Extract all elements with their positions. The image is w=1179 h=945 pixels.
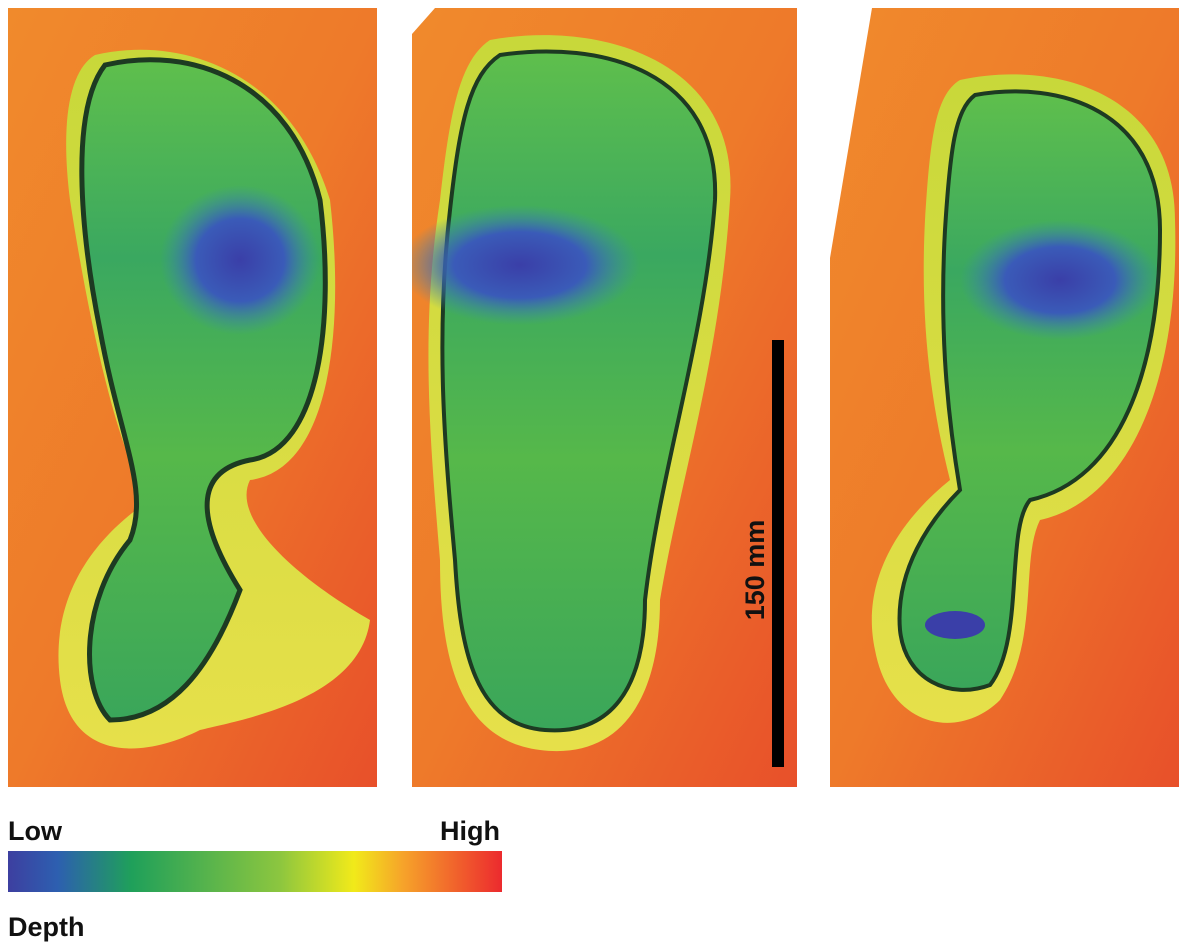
- legend-high: High: [440, 816, 500, 846]
- panel-right: [830, 8, 1179, 787]
- legend-low: Low: [8, 816, 63, 846]
- scale-bar: [772, 340, 784, 767]
- scale-label: 150 mm: [740, 520, 770, 621]
- figure: 150 mm Low High Depth: [0, 0, 1179, 945]
- panel-middle: [400, 8, 797, 787]
- legend-title: Depth: [8, 912, 85, 942]
- panel-left: [8, 8, 377, 787]
- color-scale: [8, 851, 502, 892]
